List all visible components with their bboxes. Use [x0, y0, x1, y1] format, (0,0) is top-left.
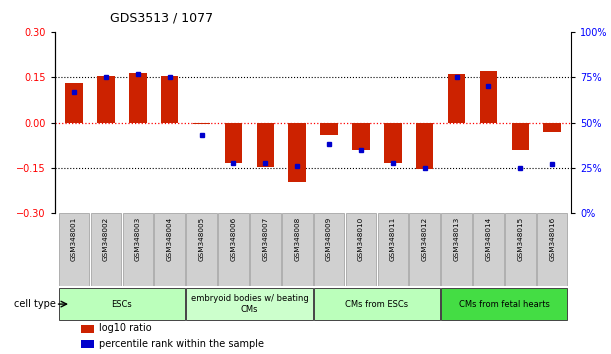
FancyBboxPatch shape: [81, 325, 93, 333]
Bar: [416, 122, 433, 170]
Bar: [97, 76, 115, 122]
FancyBboxPatch shape: [378, 213, 408, 286]
Bar: [65, 83, 83, 122]
FancyBboxPatch shape: [186, 213, 217, 286]
FancyBboxPatch shape: [218, 213, 249, 286]
FancyBboxPatch shape: [441, 213, 472, 286]
Text: GSM348010: GSM348010: [358, 217, 364, 261]
Text: GDS3513 / 1077: GDS3513 / 1077: [110, 12, 213, 25]
Text: GSM348014: GSM348014: [485, 217, 491, 261]
FancyBboxPatch shape: [441, 288, 568, 320]
Text: GSM348016: GSM348016: [549, 217, 555, 261]
Bar: [480, 71, 497, 122]
Text: GSM348001: GSM348001: [71, 217, 77, 261]
FancyBboxPatch shape: [155, 213, 185, 286]
Bar: [129, 73, 147, 122]
Text: GSM348009: GSM348009: [326, 217, 332, 261]
FancyBboxPatch shape: [250, 213, 280, 286]
Text: GSM348007: GSM348007: [262, 217, 268, 261]
Text: GSM348004: GSM348004: [167, 217, 173, 261]
Text: embryoid bodies w/ beating
CMs: embryoid bodies w/ beating CMs: [191, 295, 309, 314]
Bar: [352, 122, 370, 150]
FancyBboxPatch shape: [473, 213, 503, 286]
FancyBboxPatch shape: [186, 288, 312, 320]
Text: percentile rank within the sample: percentile rank within the sample: [99, 339, 264, 349]
Text: GSM348008: GSM348008: [295, 217, 300, 261]
FancyBboxPatch shape: [59, 213, 89, 286]
Bar: [543, 122, 561, 132]
FancyBboxPatch shape: [537, 213, 568, 286]
FancyBboxPatch shape: [81, 340, 93, 348]
Text: log10 ratio: log10 ratio: [99, 323, 152, 333]
Bar: [511, 122, 529, 150]
Text: GSM348002: GSM348002: [103, 217, 109, 261]
Text: GSM348011: GSM348011: [390, 217, 396, 261]
Bar: [225, 122, 242, 164]
Bar: [320, 122, 338, 135]
FancyBboxPatch shape: [59, 288, 185, 320]
Text: GSM348012: GSM348012: [422, 217, 428, 261]
Text: GSM348006: GSM348006: [230, 217, 236, 261]
FancyBboxPatch shape: [314, 213, 345, 286]
FancyBboxPatch shape: [346, 213, 376, 286]
FancyBboxPatch shape: [90, 213, 121, 286]
FancyBboxPatch shape: [314, 288, 440, 320]
Text: cell type: cell type: [14, 299, 56, 309]
Text: GSM348003: GSM348003: [135, 217, 141, 261]
FancyBboxPatch shape: [282, 213, 312, 286]
Bar: [193, 122, 210, 124]
Text: GSM348015: GSM348015: [518, 217, 523, 261]
Text: CMs from fetal hearts: CMs from fetal hearts: [459, 299, 550, 309]
Text: GSM348005: GSM348005: [199, 217, 205, 261]
FancyBboxPatch shape: [123, 213, 153, 286]
Text: ESCs: ESCs: [112, 299, 133, 309]
Bar: [257, 122, 274, 167]
FancyBboxPatch shape: [505, 213, 536, 286]
FancyBboxPatch shape: [409, 213, 440, 286]
Bar: [161, 76, 178, 122]
Text: GSM348013: GSM348013: [453, 217, 459, 261]
Bar: [288, 122, 306, 182]
Bar: [448, 74, 466, 122]
Text: CMs from ESCs: CMs from ESCs: [345, 299, 408, 309]
Bar: [384, 122, 401, 164]
